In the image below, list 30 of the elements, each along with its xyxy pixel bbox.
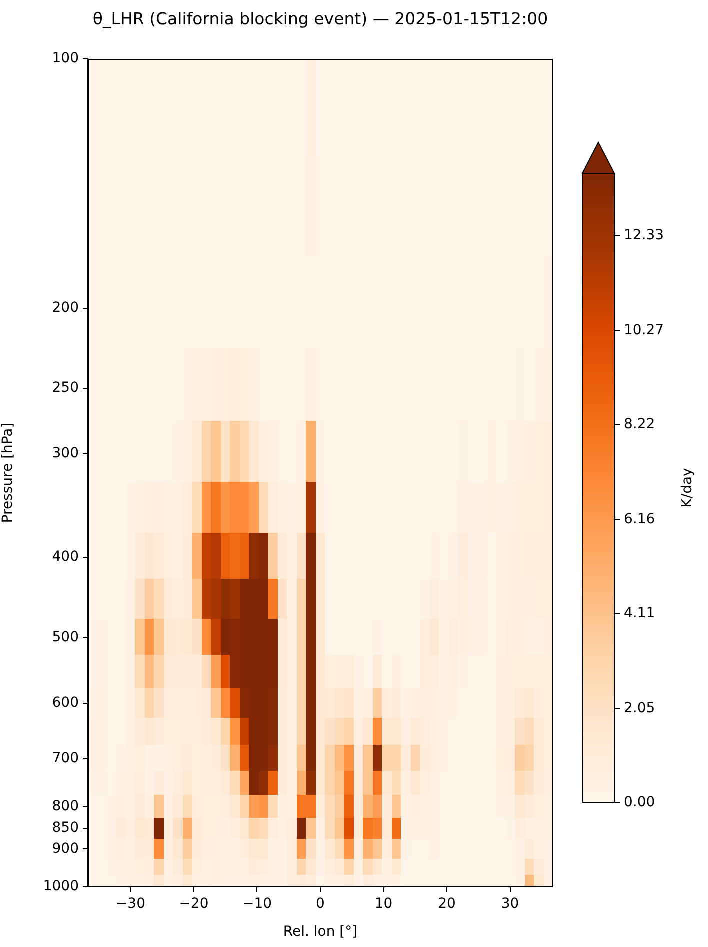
y-tick-label: 850 (52, 820, 79, 836)
color-bar-label: 8.22 (624, 416, 656, 433)
y-tick-label: 600 (52, 694, 79, 711)
chart-title: θ_LHR (California blocking event) — 2025-01-15T12:00 (92, 9, 548, 28)
y-tick-label: 200 (52, 300, 79, 316)
y-tick-label: 300 (52, 446, 79, 462)
y-axis-title: Pressure [hPa] (0, 422, 16, 524)
x-tick-label: 30 (501, 896, 520, 912)
x-axis-title: Rel. lon [°] (283, 924, 358, 940)
x-tick-label: 20 (438, 896, 456, 912)
x-tick-label: −10 (242, 896, 272, 912)
y-tick-label: 400 (52, 549, 79, 566)
y-tick-label: 800 (52, 798, 79, 814)
color-bar-label: 0.00 (624, 794, 656, 811)
y-tick-label: 900 (52, 840, 79, 857)
y-tick-label: 100 (52, 50, 79, 67)
color-bar-title: K/day (680, 468, 696, 508)
y-tick-label: 500 (52, 629, 79, 646)
y-tick-label: 250 (52, 380, 79, 396)
color-bar-label: 6.16 (624, 511, 656, 528)
color-bar-label: 2.05 (624, 700, 656, 716)
x-tick-label: 0 (316, 896, 325, 912)
x-tick-label: −20 (179, 896, 209, 912)
color-bar-label: 10.27 (624, 322, 664, 338)
y-tick-label: 1000 (43, 878, 79, 895)
color-bar-label: 4.11 (624, 606, 656, 622)
color-bar-label: 12.33 (624, 228, 664, 244)
y-tick-label: 700 (52, 750, 79, 766)
x-tick-label: 10 (374, 896, 393, 912)
x-tick-label: −30 (116, 896, 146, 912)
